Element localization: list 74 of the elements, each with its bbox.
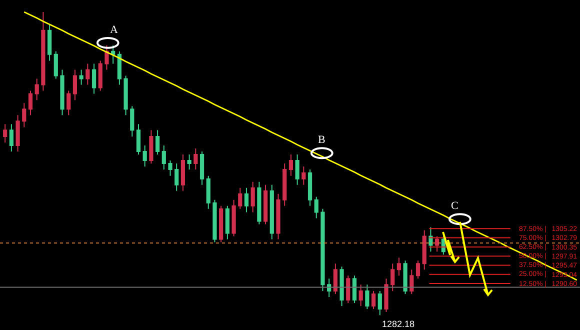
- candlestick: [282, 163, 287, 206]
- candlestick: [124, 75, 128, 116]
- candlestick: [371, 290, 376, 310]
- candlestick: [206, 175, 210, 210]
- candlestick: [263, 184, 268, 225]
- candlestick: [41, 12, 46, 92]
- candlestick: [390, 263, 395, 292]
- candlestick: [403, 260, 408, 294]
- candlestick: [34, 78, 39, 101]
- candlestick: [155, 130, 160, 155]
- candlestick: [174, 163, 179, 192]
- candlestick: [396, 257, 401, 276]
- candlestick: [295, 154, 300, 186]
- candlestick: [54, 50, 58, 80]
- candlestick: [3, 124, 8, 143]
- candlestick: [365, 284, 370, 310]
- candlestick: [9, 124, 14, 152]
- candlestick: [60, 69, 64, 116]
- candlestick: [250, 181, 255, 213]
- candlestick: [288, 154, 294, 176]
- candlestick: [416, 260, 420, 280]
- candlestick: [378, 290, 382, 316]
- candlestick: [142, 145, 147, 167]
- candlestick: [136, 124, 141, 155]
- candlestick: [435, 236, 440, 252]
- candlestick: [238, 187, 242, 210]
- line-series: [23, 11, 578, 281]
- candlestick: [22, 102, 26, 128]
- candlestick: [162, 145, 166, 170]
- candlestick: [219, 205, 224, 243]
- candlestick: [47, 24, 52, 62]
- candlestick: [117, 50, 122, 86]
- candlestick: [232, 199, 236, 237]
- annotation: B: [318, 134, 326, 146]
- candlestick: [428, 226, 433, 252]
- candlestick: [225, 205, 230, 240]
- candlestick: [410, 269, 414, 294]
- candlestick: [244, 187, 249, 213]
- candlestick: [66, 90, 71, 116]
- candlestick: [212, 199, 217, 243]
- candlestick: [168, 160, 172, 176]
- candlestick: [149, 130, 154, 164]
- candlestick: [104, 44, 109, 70]
- candlestick: [346, 275, 350, 304]
- candlestick: [384, 278, 388, 312]
- candlestick: [111, 44, 116, 64]
- candlestick: [308, 169, 312, 206]
- candlestick: [194, 148, 198, 170]
- candlestick: [16, 114, 20, 152]
- candlestick: [72, 69, 78, 101]
- candlestick: [257, 181, 262, 225]
- candlestick: [180, 154, 186, 192]
- candlestick: [276, 193, 280, 240]
- candlestick: [98, 60, 102, 92]
- candlestick: [92, 63, 96, 94]
- candlestick: [270, 184, 274, 240]
- candlestick: [28, 90, 33, 116]
- candlestick: [86, 63, 90, 86]
- candlestick: [327, 278, 332, 298]
- annotation: 1282.18: [382, 319, 415, 329]
- candlestick: [333, 263, 338, 294]
- candlestick: [320, 208, 325, 292]
- candlestick: [422, 230, 426, 270]
- candlestick: [130, 106, 134, 137]
- candlestick: [358, 284, 363, 306]
- annotation: C: [451, 200, 458, 212]
- candlestick: [79, 69, 84, 86]
- candlestick: [187, 154, 192, 170]
- candlestick: [340, 266, 344, 306]
- candlestick: [352, 275, 357, 304]
- annotation: A: [110, 24, 118, 36]
- candlestick: [200, 151, 204, 186]
- candlestick: [302, 166, 306, 186]
- candlestick: [314, 196, 318, 219]
